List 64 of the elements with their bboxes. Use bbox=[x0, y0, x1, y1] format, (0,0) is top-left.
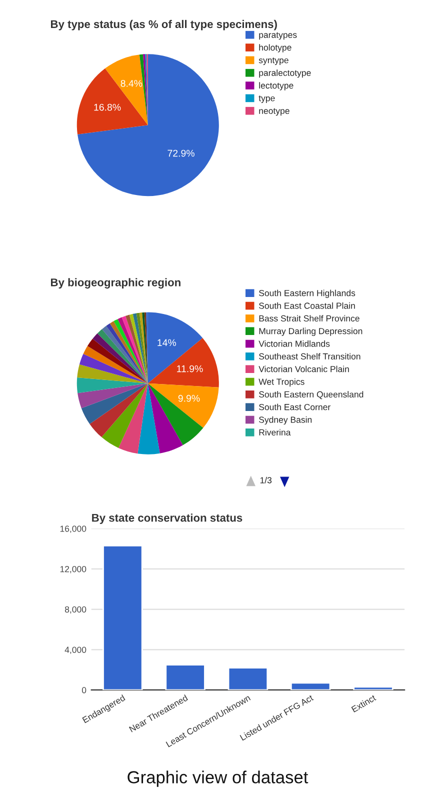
chart-title: By type status (as % of all type specimens) bbox=[50, 20, 277, 30]
legend-label: Bass Strait Shelf Province bbox=[259, 315, 360, 322]
legend-label: Victorian Volcanic Plain bbox=[258, 366, 349, 372]
pie-slice bbox=[83, 346, 148, 384]
legend-label: holotype bbox=[259, 44, 292, 52]
legend-label: Riverina bbox=[259, 429, 291, 436]
chart-title: By biogeographic region bbox=[50, 278, 180, 289]
y-tick-label: 8,000 bbox=[64, 606, 86, 614]
pie-slice bbox=[76, 378, 148, 394]
legend-label: Wet Tropics bbox=[258, 378, 304, 387]
data-label: 72.9% bbox=[168, 150, 194, 157]
bar bbox=[290, 682, 331, 690]
pie-slice bbox=[77, 364, 148, 384]
pie-slice bbox=[90, 383, 148, 438]
pie-slice bbox=[126, 314, 148, 384]
legend-label: South East Corner bbox=[259, 404, 330, 410]
pie-slice bbox=[81, 383, 148, 424]
legend-label: paratypes bbox=[259, 32, 297, 40]
pie-slice bbox=[148, 383, 204, 446]
pie-slice bbox=[78, 54, 219, 196]
bar bbox=[102, 545, 143, 690]
y-tick-label: 0 bbox=[82, 687, 86, 694]
data-label: 11.9% bbox=[177, 365, 203, 372]
pie-slice bbox=[138, 383, 160, 454]
legend-label: Victorian Midlands bbox=[258, 340, 330, 347]
pie-slice bbox=[139, 312, 148, 384]
pie-slice bbox=[148, 383, 219, 428]
pie-slice bbox=[148, 312, 203, 384]
pie-slice bbox=[102, 383, 148, 448]
legend-label: paralectotype bbox=[259, 70, 311, 78]
y-tick-label: 16,000 bbox=[60, 526, 86, 533]
pie-slice bbox=[79, 354, 148, 384]
legend-label: Murray Darling Depression bbox=[259, 328, 362, 336]
text: Graphic view of dataset bbox=[128, 770, 308, 787]
data-label: 16.8% bbox=[94, 104, 121, 111]
legend-label: neotype bbox=[259, 108, 290, 116]
pie-slice bbox=[148, 338, 219, 388]
data-label: 8.4% bbox=[120, 80, 142, 87]
data-label: 14% bbox=[158, 339, 176, 346]
legend-label: lectotype bbox=[259, 82, 294, 90]
bar bbox=[353, 686, 394, 690]
text: 1/3 bbox=[260, 476, 272, 484]
pie-slice bbox=[132, 313, 148, 384]
legend-label: South Eastern Highlands bbox=[259, 290, 356, 298]
legend-label: Sydney Basin bbox=[259, 416, 312, 425]
pie-slice bbox=[129, 314, 148, 384]
pie-slice bbox=[142, 54, 148, 126]
pie-slice bbox=[136, 312, 148, 384]
bar bbox=[165, 664, 206, 690]
legend-label: type bbox=[258, 96, 275, 103]
bar bbox=[228, 667, 268, 690]
pie-slice bbox=[118, 383, 148, 454]
pie-slice bbox=[78, 383, 148, 408]
pie-slice bbox=[142, 312, 148, 384]
y-tick-label: 4,000 bbox=[64, 646, 86, 654]
legend-label: South East Coastal Plain bbox=[259, 302, 355, 309]
legend-label: South Eastern Queensland bbox=[259, 391, 364, 400]
y-tick-label: 12,000 bbox=[60, 566, 86, 574]
pie-slice bbox=[76, 68, 148, 134]
chart-title: By state conservation status bbox=[92, 514, 242, 524]
legend-label: Southeast Shelf Transition bbox=[259, 353, 360, 360]
pie-slice bbox=[87, 338, 148, 384]
data-label: 9.9% bbox=[178, 394, 200, 402]
legend-label: syntype bbox=[258, 58, 288, 65]
